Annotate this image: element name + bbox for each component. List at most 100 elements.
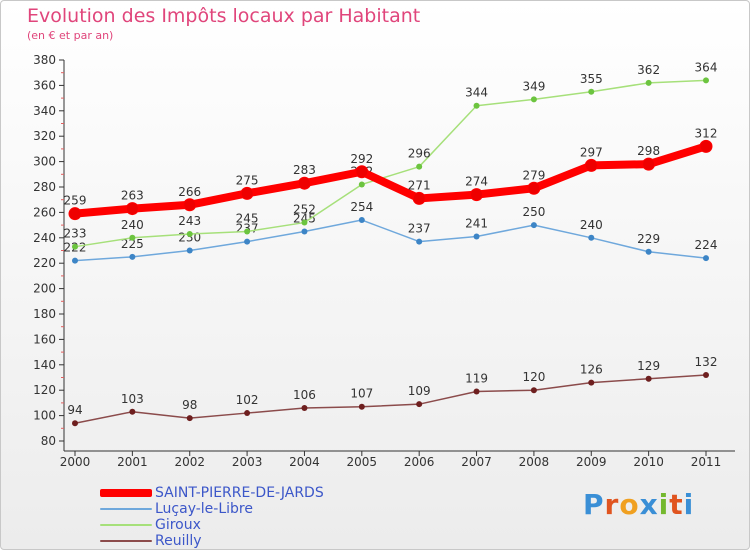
y-tick-label: 320 [33,129,56,143]
y-tick-label: 180 [33,307,56,321]
data-label: 240 [580,218,603,232]
legend-swatch [100,540,152,542]
data-label: 129 [637,359,660,373]
y-tick-label: 160 [33,332,56,346]
data-point [125,202,139,216]
data-point [416,401,423,408]
data-point [186,247,193,254]
data-label: 274 [465,175,488,189]
legend-label: Reuilly [155,533,202,549]
data-label: 266 [178,185,201,199]
series-line [74,374,707,424]
legend-swatch [100,489,152,497]
data-label: 259 [64,194,87,208]
series-line [71,142,710,218]
data-label: 109 [408,384,431,398]
y-tick-label: 300 [33,155,56,169]
x-tick-label: 2010 [633,455,664,469]
data-point [129,234,136,241]
data-label: 126 [580,363,603,377]
data-point [588,88,595,95]
logo-letter: t [669,488,684,521]
data-point [244,238,251,245]
data-label: 245 [293,211,316,225]
data-point [588,234,595,241]
series-line [74,79,707,248]
data-point [244,410,251,417]
data-point [358,181,365,188]
logo-letter: P [583,488,605,521]
data-label: 364 [695,60,718,74]
data-point [588,379,595,386]
data-label: 252 [293,203,316,217]
y-tick-label: 340 [33,104,56,118]
data-point [358,403,365,410]
y-tick-label: 280 [33,180,56,194]
x-tick-label: 2008 [519,455,550,469]
x-tick-label: 2000 [60,455,91,469]
data-label: 132 [695,355,718,369]
logo-letter: o [619,488,640,521]
data-point [301,404,308,411]
data-point [240,186,254,200]
legend-label: Luçay-le-Libre [155,501,253,517]
data-label: 240 [121,218,144,232]
data-label: 106 [293,388,316,402]
y-tick-label: 120 [33,383,56,397]
data-point [72,243,78,250]
data-point [68,207,82,221]
data-point [645,248,652,255]
data-point [473,388,480,395]
data-label: 312 [695,126,718,140]
data-point [183,198,197,212]
data-point [416,238,423,245]
legend-swatch [100,524,152,526]
data-point [301,228,308,235]
legend-label: Giroux [155,517,201,533]
data-point [129,408,136,415]
data-point [645,375,652,382]
series-line [74,219,707,262]
data-label: 229 [637,232,660,246]
x-tick-label: 2009 [576,455,607,469]
y-tick-label: 220 [33,256,56,270]
data-point [584,158,598,172]
data-label: 271 [408,178,431,192]
data-point [703,77,709,84]
data-label: 120 [522,370,545,384]
data-point [129,253,136,260]
y-tick-label: 380 [33,53,56,67]
data-label: 344 [465,86,488,100]
data-label: 233 [64,227,87,241]
data-label: 245 [236,211,259,225]
data-label: 362 [637,63,660,77]
data-label: 283 [293,163,316,177]
data-label: 119 [465,371,488,385]
data-label: 243 [178,214,201,228]
chart-title: Evolution des Impôts locaux par Habitant [27,5,421,27]
legend-swatch [100,508,152,510]
y-tick-label: 200 [33,282,56,296]
logo-letter: r [604,488,620,521]
y-tick-label: 240 [33,231,56,245]
data-point [473,233,480,240]
x-tick-label: 2003 [232,455,263,469]
data-point [244,228,251,235]
data-label: 250 [522,205,545,219]
y-tick-label: 360 [33,78,56,92]
data-point [358,217,365,224]
proxiti-logo: Proxiti [583,488,694,521]
data-point [527,181,541,195]
logo-letter: i [683,488,695,521]
x-tick-label: 2011 [691,455,722,469]
data-label: 279 [522,168,545,182]
data-point [530,387,537,394]
data-label: 297 [580,145,603,159]
data-point [72,420,78,427]
x-tick-label: 2002 [174,455,205,469]
data-point [645,79,652,86]
legend-label: SAINT-PIERRE-DE-JARDS [155,485,324,501]
data-label: 298 [637,144,660,158]
